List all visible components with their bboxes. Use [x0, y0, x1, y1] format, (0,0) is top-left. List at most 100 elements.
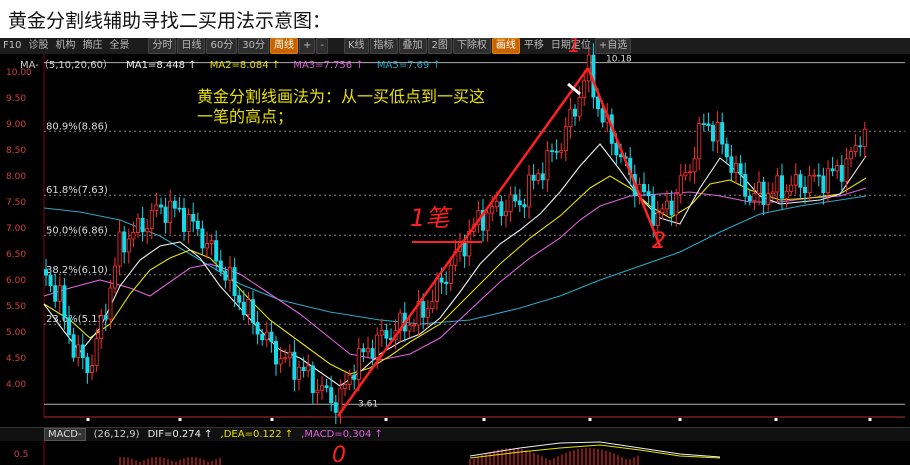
- candle-body: [108, 287, 113, 320]
- toolbar-item-7[interactable]: 60分: [206, 38, 238, 54]
- price-tick-label: 5.50: [6, 302, 26, 312]
- toolbar-item-0[interactable]: F10: [3, 40, 22, 51]
- chart-toolbar: F10 诊股 机构 摘庄 全景 分时 日线 60分 30分 周线 + - K线 指标 叠加 2图 下除权 画线 平移…: [0, 38, 910, 55]
- candle-body: [793, 174, 798, 186]
- candle-body: [163, 206, 168, 223]
- moving-average-line: [43, 143, 867, 387]
- price-tick-label: 10.00: [6, 68, 32, 78]
- moving-average-line: [43, 187, 867, 361]
- toolbar-item-8[interactable]: 30分: [238, 38, 269, 54]
- low-price-label: 3.61: [358, 399, 378, 409]
- candle-body: [90, 365, 95, 374]
- candle-body: [131, 232, 136, 240]
- candle-body: [99, 315, 104, 340]
- candle-body: [770, 191, 775, 194]
- candle-body: [697, 123, 702, 160]
- candle-body: [411, 324, 416, 327]
- macd-params: (26,12,9): [93, 429, 140, 440]
- candle-body: [237, 295, 242, 303]
- candle-body: [158, 204, 163, 208]
- candle-body: [862, 128, 867, 147]
- candle-body: [600, 108, 605, 123]
- toolbar-item-9[interactable]: 周线: [269, 38, 298, 54]
- candle-body: [122, 231, 127, 253]
- candle-body: [62, 285, 67, 319]
- toolbar-item-1[interactable]: 诊股: [28, 40, 49, 51]
- candle-body: [835, 165, 840, 172]
- candle-body: [554, 150, 559, 153]
- price-tick-label: 9.00: [6, 120, 26, 130]
- candle-body: [734, 163, 739, 173]
- toolbar-item-10[interactable]: +: [298, 38, 316, 54]
- candle-body: [462, 241, 467, 257]
- toolbar-item-6[interactable]: 日线: [177, 38, 206, 54]
- toolbar-item-19[interactable]: 日期定位: [550, 40, 591, 51]
- candle-body: [214, 240, 219, 262]
- candle-body: [803, 186, 808, 194]
- candle-body: [67, 317, 72, 336]
- candle-body: [287, 351, 292, 359]
- candle-body: [324, 385, 329, 389]
- candle-body: [757, 181, 762, 194]
- candle-body: [646, 191, 651, 197]
- candle-body: [347, 374, 352, 385]
- ma-legend-label[interactable]: MA-（5,10,20,60）: [20, 60, 113, 71]
- candle-body: [747, 195, 752, 202]
- toolbar-item-14[interactable]: 叠加: [398, 38, 427, 54]
- toolbar-item-12[interactable]: K线: [343, 38, 369, 54]
- candle-body: [577, 97, 582, 117]
- candle-body: [227, 267, 232, 281]
- toolbar-item-11[interactable]: -: [316, 38, 328, 54]
- candle-body: [94, 338, 99, 367]
- moving-average-line: [43, 195, 867, 325]
- toolbar-item-2[interactable]: 机构: [55, 40, 76, 51]
- candle-body: [177, 207, 182, 210]
- candle-body: [439, 277, 444, 283]
- candle-body: [241, 301, 246, 316]
- price-tick-label: 4.00: [6, 380, 26, 390]
- toolbar-item-13[interactable]: 指标: [369, 38, 398, 54]
- candle-body: [480, 210, 485, 231]
- candle-body: [200, 228, 205, 249]
- price-tick-label: 7.50: [6, 198, 26, 208]
- toolbar-item-15[interactable]: 2图: [427, 38, 452, 54]
- price-tick-label: 7.00: [6, 224, 26, 234]
- candle-body: [379, 330, 384, 336]
- toolbar-item-16[interactable]: 下除权: [452, 38, 491, 54]
- candle-body: [44, 269, 49, 276]
- candle-body: [209, 240, 214, 244]
- candle-body: [48, 274, 53, 286]
- time-marker: [868, 418, 872, 421]
- label-zero: 0: [332, 443, 346, 465]
- candle-body: [490, 206, 495, 214]
- toolbar-item-17[interactable]: 画线: [491, 38, 520, 54]
- candle-body: [642, 183, 647, 193]
- candle-body: [798, 174, 803, 188]
- candle-body: [780, 175, 785, 199]
- toolbar-item-4[interactable]: 全景: [109, 40, 130, 51]
- candle-body: [246, 299, 251, 316]
- macd-dea-line: [469, 444, 721, 459]
- fib-level-label: 80.9%(8.86): [46, 121, 108, 132]
- candle-body: [140, 217, 145, 233]
- macd-dif-line: [469, 441, 721, 458]
- candle-body: [766, 193, 771, 206]
- candle-body: [416, 301, 421, 326]
- toolbar-item-20[interactable]: +自选: [594, 38, 632, 54]
- candle-body: [775, 175, 780, 193]
- candle-body: [76, 344, 81, 358]
- candle-body: [752, 193, 757, 202]
- candle-body: [85, 357, 90, 374]
- candle-body: [168, 200, 173, 223]
- price-tick-label: 6.50: [6, 250, 26, 260]
- toolbar-item-18[interactable]: 平移: [523, 40, 544, 51]
- candle-body: [674, 193, 679, 216]
- macd-indicator-tab[interactable]: MACD-: [44, 428, 86, 441]
- toolbar-item-5[interactable]: 分时: [148, 38, 177, 54]
- candle-body: [678, 175, 683, 195]
- candle-body: [172, 200, 177, 209]
- toolbar-item-3[interactable]: 摘庄: [82, 40, 103, 51]
- candlestick-chart[interactable]: 10.00 9.50 9.00 8.50 8.00 7.50 7.00 6.50 6.00 5.5…: [0, 38, 910, 465]
- candle-body: [425, 308, 430, 318]
- candle-body: [665, 200, 670, 210]
